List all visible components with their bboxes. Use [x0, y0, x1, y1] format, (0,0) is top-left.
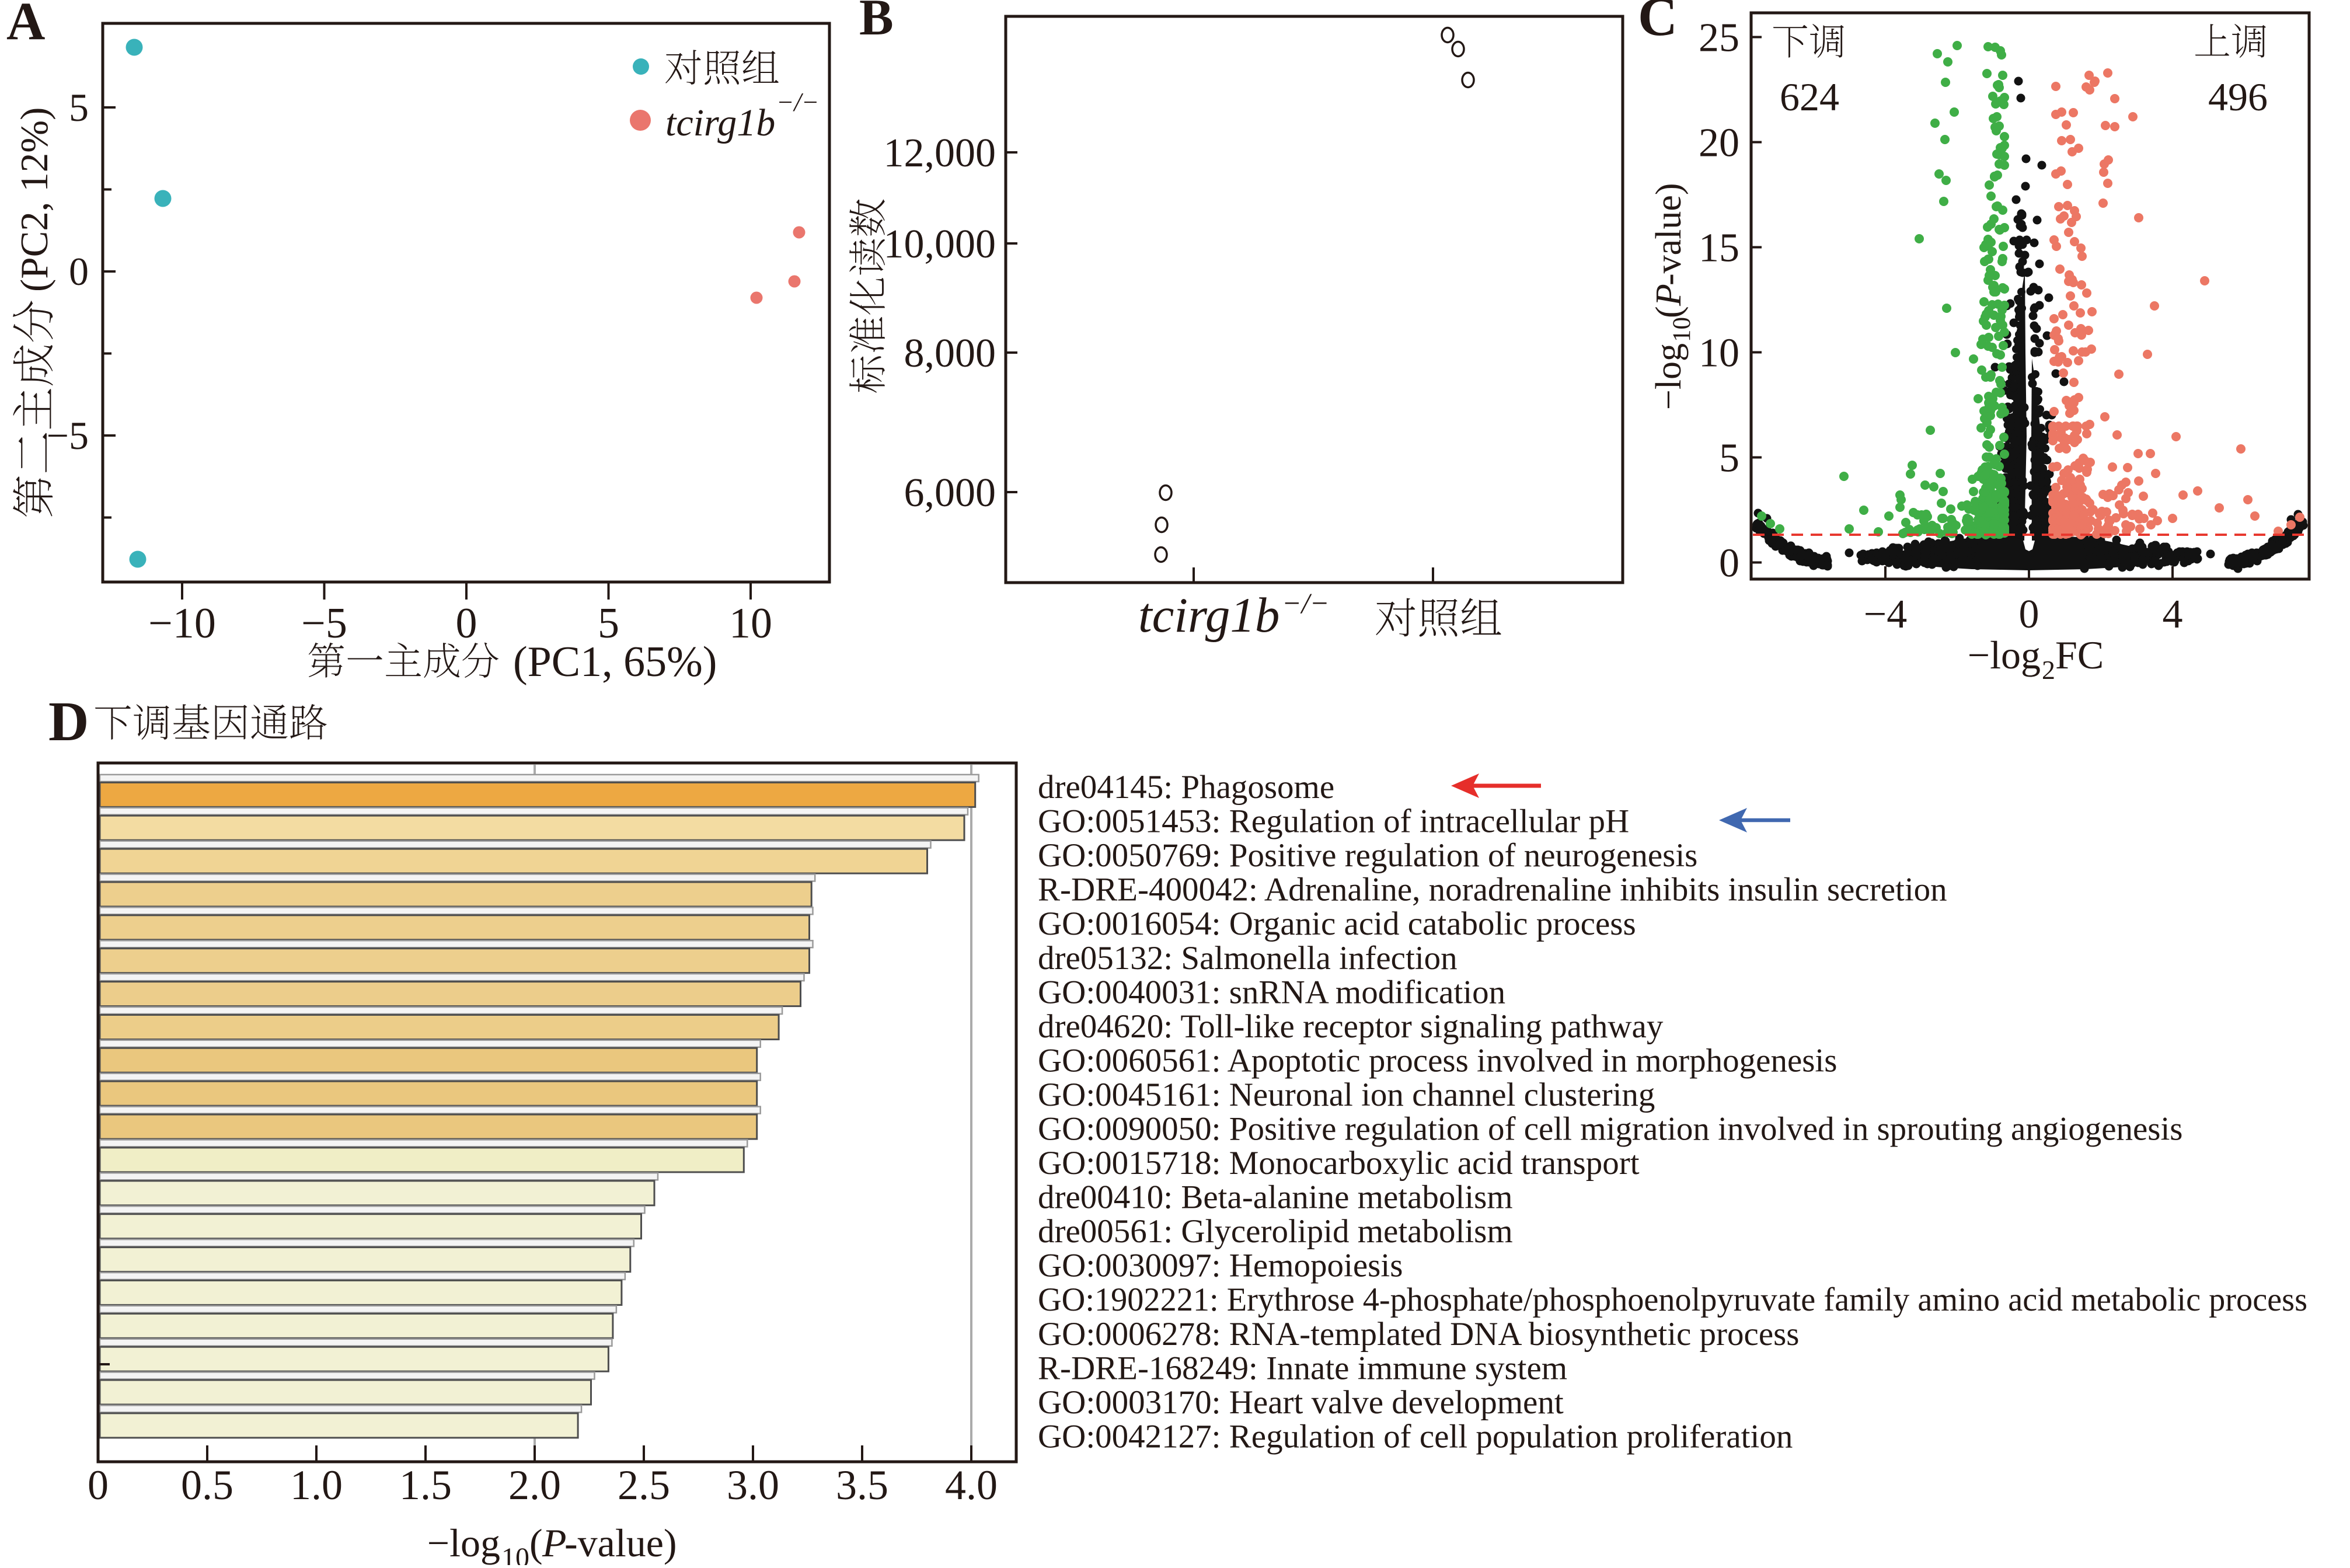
svg-text:GO:0042127: Regulation of cell: GO:0042127: Regulation of cell populatio…	[1038, 1418, 1793, 1455]
svg-text:25: 25	[1699, 16, 1739, 61]
svg-text:0: 0	[1719, 541, 1739, 586]
svg-text:10: 10	[1699, 331, 1739, 376]
svg-text:10,000: 10,000	[884, 222, 996, 267]
svg-text:−5: −5	[301, 600, 347, 647]
svg-text:-value): -value)	[564, 1521, 677, 1565]
svg-text:5: 5	[598, 600, 619, 647]
svg-text:5: 5	[1719, 436, 1739, 481]
svg-text:FC: FC	[2055, 633, 2104, 677]
svg-text:20: 20	[1699, 121, 1739, 166]
svg-text:dre04145: Phagosome: dre04145: Phagosome	[1038, 769, 1334, 806]
svg-text:-value): -value)	[1649, 183, 1689, 285]
svg-text:2: 2	[2042, 655, 2055, 685]
svg-text:tcirg1b: tcirg1b	[1138, 588, 1279, 643]
svg-text:6,000: 6,000	[904, 471, 996, 515]
svg-text:10: 10	[1668, 317, 1696, 342]
svg-text:−log: −log	[1649, 343, 1689, 410]
svg-text:0.5: 0.5	[181, 1462, 233, 1508]
svg-text:GO:1902221: Erythrose 4-phosph: GO:1902221: Erythrose 4-phosphate/phosph…	[1038, 1281, 2307, 1318]
svg-text:496: 496	[2208, 75, 2268, 119]
svg-text:2.0: 2.0	[508, 1462, 561, 1508]
svg-text:B: B	[859, 0, 894, 46]
svg-text:GO:0045161: Neuronal ion chann: GO:0045161: Neuronal ion channel cluster…	[1038, 1076, 1655, 1113]
svg-text:5: 5	[69, 85, 89, 130]
svg-text:R-DRE-400042: Adrenaline, nora: R-DRE-400042: Adrenaline, noradrenaline …	[1038, 872, 1947, 908]
svg-text:GO:0051453: Regulation of intr: GO:0051453: Regulation of intracellular …	[1038, 803, 1629, 840]
svg-text:(PC1, 65%): (PC1, 65%)	[513, 638, 717, 686]
svg-text:dre05132: Salmonella infection: dre05132: Salmonella infection	[1038, 940, 1458, 977]
svg-text:12,000: 12,000	[884, 131, 996, 176]
svg-text:GO:0040031: snRNA modification: GO:0040031: snRNA modification	[1038, 974, 1505, 1011]
svg-text:3.0: 3.0	[727, 1462, 779, 1508]
svg-text:GO:0003170: Heart valve develo: GO:0003170: Heart valve development	[1038, 1384, 1564, 1421]
svg-text:GO:0016054: Organic acid catab: GO:0016054: Organic acid catabolic proce…	[1038, 905, 1636, 942]
svg-text:10: 10	[729, 600, 772, 647]
svg-text:2.5: 2.5	[618, 1462, 670, 1508]
svg-text:(: (	[1649, 306, 1689, 318]
svg-text:dre00410: Beta-alanine metabol: dre00410: Beta-alanine metabolism	[1038, 1179, 1513, 1216]
svg-text:GO:0006278: RNA-templated DNA: GO:0006278: RNA-templated DNA biosynthet…	[1038, 1316, 1800, 1353]
svg-text:−/−: −/−	[776, 88, 819, 117]
svg-text:(: (	[529, 1521, 543, 1565]
svg-text:R-DRE-168249: Innate immune sy: R-DRE-168249: Innate immune system	[1038, 1350, 1567, 1386]
svg-text:D: D	[48, 690, 89, 752]
svg-text:1.5: 1.5	[399, 1462, 452, 1508]
svg-text:GO:0030097: Hemopoiesis: GO:0030097: Hemopoiesis	[1038, 1248, 1403, 1284]
svg-text:−4: −4	[1864, 592, 1907, 637]
svg-text:0: 0	[69, 249, 89, 294]
svg-text:P: P	[542, 1521, 567, 1565]
svg-text:A: A	[6, 0, 45, 51]
svg-text:0: 0	[2019, 592, 2039, 637]
svg-text:10: 10	[501, 1542, 529, 1565]
svg-text:(PC2, 12%): (PC2, 12%)	[13, 107, 56, 292]
svg-text:0: 0	[88, 1462, 109, 1508]
svg-text:P: P	[1649, 284, 1689, 306]
svg-text:624: 624	[1780, 75, 1839, 119]
svg-text:GO:0090050: Positive regulatio: GO:0090050: Positive regulation of cell …	[1038, 1111, 2183, 1148]
svg-text:−5: −5	[47, 413, 89, 458]
svg-text:4.0: 4.0	[945, 1462, 998, 1508]
svg-text:−/−: −/−	[1282, 587, 1329, 619]
svg-text:GO:0050769: Positive regulatio: GO:0050769: Positive regulation of neuro…	[1038, 837, 1697, 874]
svg-text:C: C	[1638, 0, 1678, 47]
svg-text:0: 0	[456, 600, 477, 647]
svg-text:15: 15	[1699, 226, 1739, 271]
svg-text:GO:0060561: Apoptotic process: GO:0060561: Apoptotic process involved i…	[1038, 1042, 1837, 1079]
svg-text:tcirg1b: tcirg1b	[665, 102, 775, 144]
svg-text:dre04620: Toll-like receptor s: dre04620: Toll-like receptor signaling p…	[1038, 1008, 1664, 1045]
svg-text:−log: −log	[1968, 633, 2041, 677]
svg-text:−log: −log	[427, 1521, 500, 1565]
svg-text:4: 4	[2163, 592, 2183, 637]
svg-text:GO:0015718: Monocarboxylic aci: GO:0015718: Monocarboxylic acid transpor…	[1038, 1145, 1640, 1182]
svg-text:−10: −10	[148, 600, 216, 647]
svg-text:1.0: 1.0	[290, 1462, 343, 1508]
svg-text:3.5: 3.5	[836, 1462, 888, 1508]
svg-text:8,000: 8,000	[904, 331, 996, 376]
svg-text:dre00561: Glycerolipid metabol: dre00561: Glycerolipid metabolism	[1038, 1213, 1513, 1250]
